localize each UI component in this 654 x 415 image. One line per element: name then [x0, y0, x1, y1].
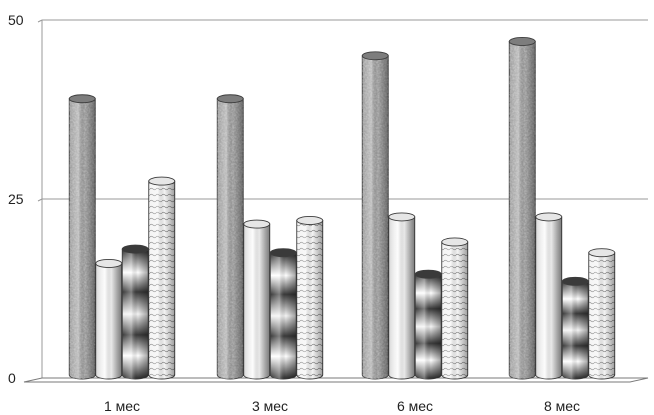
bar-cap [269, 248, 297, 258]
x-axis: 1 мес 3 мес 6 мес 8 мес [104, 398, 580, 414]
bar-cap [296, 216, 324, 225]
bar-shading [122, 249, 149, 379]
bar-cap [216, 94, 244, 104]
x-tick-label: 8 мес [544, 398, 580, 414]
bar-shading [588, 252, 615, 379]
y-axis: 0 25 50 [8, 12, 24, 386]
bar [508, 37, 536, 380]
bar [441, 237, 469, 380]
gridline-tick-50 [37, 19, 43, 23]
bar [148, 176, 176, 380]
bar [361, 51, 389, 380]
bar [414, 269, 442, 380]
bar [216, 94, 244, 380]
bar-shading [562, 281, 589, 379]
bar [535, 212, 563, 380]
bar-cap [95, 258, 123, 268]
bar-cap [414, 269, 442, 279]
bar-shading [270, 252, 297, 379]
bar [561, 276, 589, 380]
bar-cap [148, 176, 176, 186]
bar-cap [121, 244, 149, 254]
bar-shading [535, 216, 562, 379]
grid-layer [23, 19, 649, 383]
y-tick-label: 50 [8, 12, 24, 28]
bar-shading [441, 241, 468, 379]
bar-shading [95, 263, 122, 379]
x-tick-label: 3 мес [252, 398, 288, 414]
bar-cap [535, 212, 563, 222]
bar-shading [415, 274, 442, 379]
bar [121, 244, 149, 380]
bar-shading [69, 98, 96, 379]
bar-shading [217, 98, 244, 379]
bar-cap [68, 94, 96, 104]
bar-shading [362, 55, 389, 380]
bar-cap [243, 219, 271, 229]
x-tick-label: 1 мес [104, 398, 140, 414]
bar [296, 216, 324, 380]
bar-cap [441, 237, 469, 247]
bar-shading [296, 220, 323, 379]
bar-shading [509, 41, 536, 379]
bar-shading [388, 216, 415, 379]
x-tick-label: 6 мес [397, 398, 433, 414]
bar [95, 258, 123, 380]
y-tick-label: 0 [8, 370, 16, 386]
bar-cap [588, 248, 616, 258]
bar [269, 248, 297, 380]
bar [588, 248, 616, 380]
bar-cap [361, 51, 389, 61]
bar-shading [148, 181, 175, 379]
bar-shading [243, 224, 270, 379]
bars-layer [68, 37, 616, 380]
bar [388, 212, 416, 380]
bar-cap [388, 212, 416, 222]
gridline-tick-25 [37, 198, 43, 202]
bar-cap [508, 37, 536, 46]
bar [243, 219, 271, 380]
bar [68, 94, 96, 380]
bar-cap [561, 276, 589, 286]
y-tick-label: 25 [8, 191, 24, 207]
